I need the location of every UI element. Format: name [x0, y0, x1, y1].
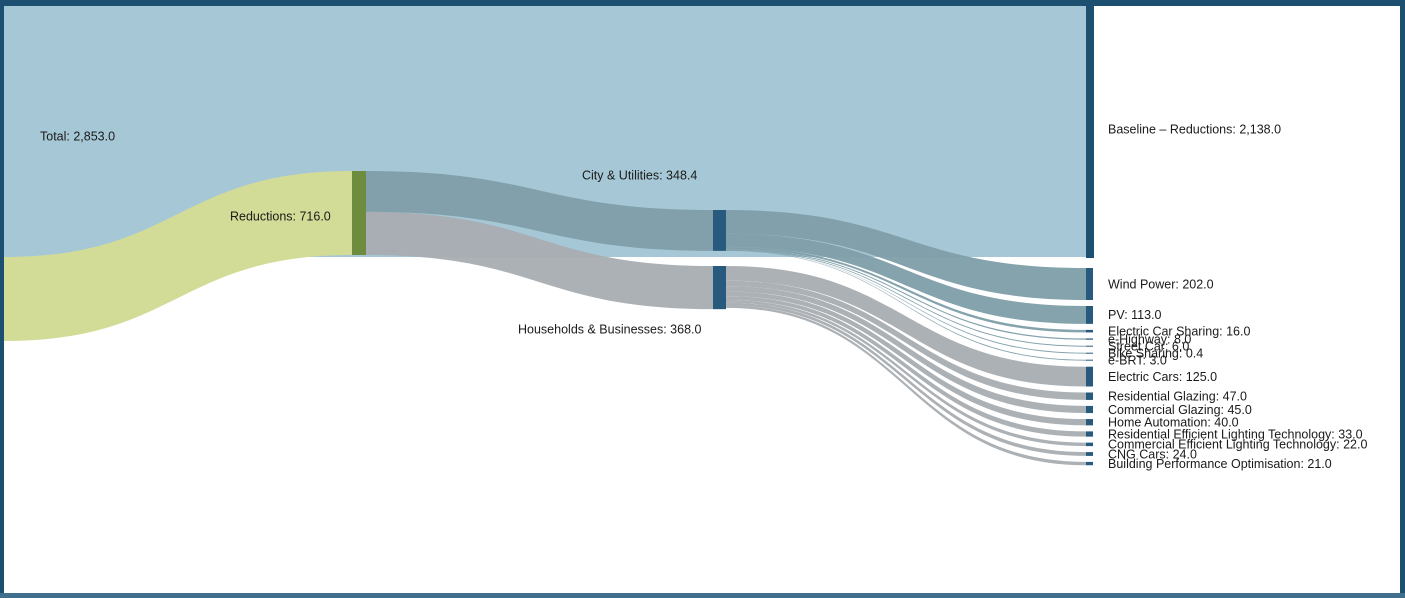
measure-label-13: CNG Cars: 24.0 [1108, 447, 1197, 461]
measure-label-0-group: Wind Power: 202.0 [1108, 277, 1214, 291]
measure-label-10: Home Automation: 40.0 [1108, 416, 1239, 430]
measure-label-14: Building Performance Optimisation: 21.0 [1108, 457, 1332, 471]
flow-labels: Wind Power: 202.0 PV: 113.0 Electric Car S… [40, 122, 1367, 471]
reductions-label-group: Reductions: 716.0 [230, 209, 331, 223]
frame-bottom-border [0, 593, 1405, 598]
measure-flow-0 [726, 210, 1086, 300]
reductions-flow [4, 171, 352, 341]
measure-label-9-group: Commercial Glazing: 45.0 [1108, 403, 1252, 417]
measure-node-3 [1086, 338, 1093, 340]
measure-flow-12 [726, 300, 1086, 447]
measure-label-2-group: Electric Car Sharing: 16.0 [1108, 324, 1250, 338]
sankey-diagram: Wind Power: 202.0 PV: 113.0 Electric Car S… [4, 6, 1400, 593]
measure-flow-2 [726, 246, 1086, 333]
reductions-label: Reductions: 716.0 [230, 209, 331, 223]
measure-label-6: e-BRT: 3.0 [1108, 353, 1167, 367]
measure-flow-14 [726, 305, 1086, 466]
measure-label-14-group: Building Performance Optimisation: 21.0 [1108, 457, 1332, 471]
measure-label-3-group: e-Highway: 8.0 [1108, 332, 1191, 346]
measure-label-7-group: Electric Cars: 125.0 [1108, 370, 1217, 384]
households-flow [366, 211, 713, 310]
baseline-node [1086, 6, 1094, 258]
measure-node-9 [1086, 405, 1093, 414]
measure-label-9: Commercial Glazing: 45.0 [1108, 403, 1252, 417]
flow-nodes [352, 6, 1094, 466]
flow-bands [4, 6, 1086, 466]
measure-label-13-group: CNG Cars: 24.0 [1108, 447, 1197, 461]
measure-flow-9 [726, 286, 1086, 414]
measure-node-7 [1086, 366, 1093, 387]
measure-label-8: Residential Glazing: 47.0 [1108, 390, 1247, 404]
measure-node-0 [1086, 268, 1093, 300]
measure-label-11: Residential Efficient Lighting Technolog… [1108, 427, 1363, 441]
sankey-svg: Wind Power: 202.0 PV: 113.0 Electric Car S… [4, 6, 1367, 471]
measure-label-7: Electric Cars: 125.0 [1108, 370, 1217, 384]
measure-label-3: e-Highway: 8.0 [1108, 332, 1191, 346]
measure-node-10 [1086, 419, 1093, 426]
city-label: City & Utilities: 348.4 [582, 168, 697, 182]
measure-flow-5 [726, 250, 1086, 354]
measure-node-12 [1086, 442, 1093, 447]
measure-label-5-group: Bike Sharing: 0.4 [1108, 346, 1203, 360]
city-label-group: City & Utilities: 348.4 [582, 168, 697, 182]
measure-node-4 [1086, 345, 1093, 347]
measure-node-6 [1086, 359, 1093, 361]
measure-label-12: Commercial Efficient Lighting Technology… [1108, 438, 1367, 452]
measure-node-11 [1086, 431, 1093, 437]
baseline-label-group: Baseline – Reductions: 2,138.0 [1108, 122, 1281, 136]
city-flow [366, 171, 713, 251]
total-label: Total: 2,853.0 [40, 129, 115, 143]
measure-node-13 [1086, 452, 1093, 456]
measure-flow-8 [726, 280, 1086, 400]
total-label-group: Total: 2,853.0 [40, 129, 115, 143]
measure-label-4: Street Car: 6.0 [1108, 339, 1189, 353]
measure-flow-1 [726, 233, 1086, 324]
city-node [713, 210, 726, 251]
measure-label-0: Wind Power: 202.0 [1108, 277, 1214, 291]
measure-flow-4 [726, 249, 1086, 347]
households-node [713, 266, 726, 310]
measure-node-2 [1086, 329, 1093, 333]
measure-label-5: Bike Sharing: 0.4 [1108, 346, 1203, 360]
households-label: Households & Businesses: 368.0 [518, 322, 701, 336]
measure-flow-11 [726, 296, 1086, 437]
reductions-node [352, 171, 366, 255]
baseline-divider [4, 257, 1086, 260]
measure-label-12-group: Commercial Efficient Lighting Technology… [1108, 438, 1367, 452]
measure-flow-10 [726, 291, 1086, 426]
measure-label-1: PV: 113.0 [1108, 308, 1162, 322]
measure-node-5 [1086, 352, 1093, 354]
measure-node-14 [1086, 461, 1093, 466]
measure-node-8 [1086, 392, 1093, 400]
measure-label-1-group: PV: 113.0 [1108, 308, 1162, 322]
measure-flow-3 [726, 248, 1086, 340]
measure-flow-6 [726, 250, 1086, 361]
measure-label-6-group: e-BRT: 3.0 [1108, 353, 1167, 367]
measure-label-10-group: Home Automation: 40.0 [1108, 416, 1239, 430]
measure-node-1 [1086, 305, 1093, 324]
measure-label-11-group: Residential Efficient Lighting Technolog… [1108, 427, 1363, 441]
measure-label-2: Electric Car Sharing: 16.0 [1108, 324, 1250, 338]
measure-label-4-group: Street Car: 6.0 [1108, 339, 1189, 353]
measure-flow-13 [726, 302, 1086, 456]
households-label-group: Households & Businesses: 368.0 [518, 322, 701, 336]
baseline-label: Baseline – Reductions: 2,138.0 [1108, 122, 1281, 136]
measure-label-8-group: Residential Glazing: 47.0 [1108, 390, 1247, 404]
measure-flow-7 [726, 266, 1086, 387]
